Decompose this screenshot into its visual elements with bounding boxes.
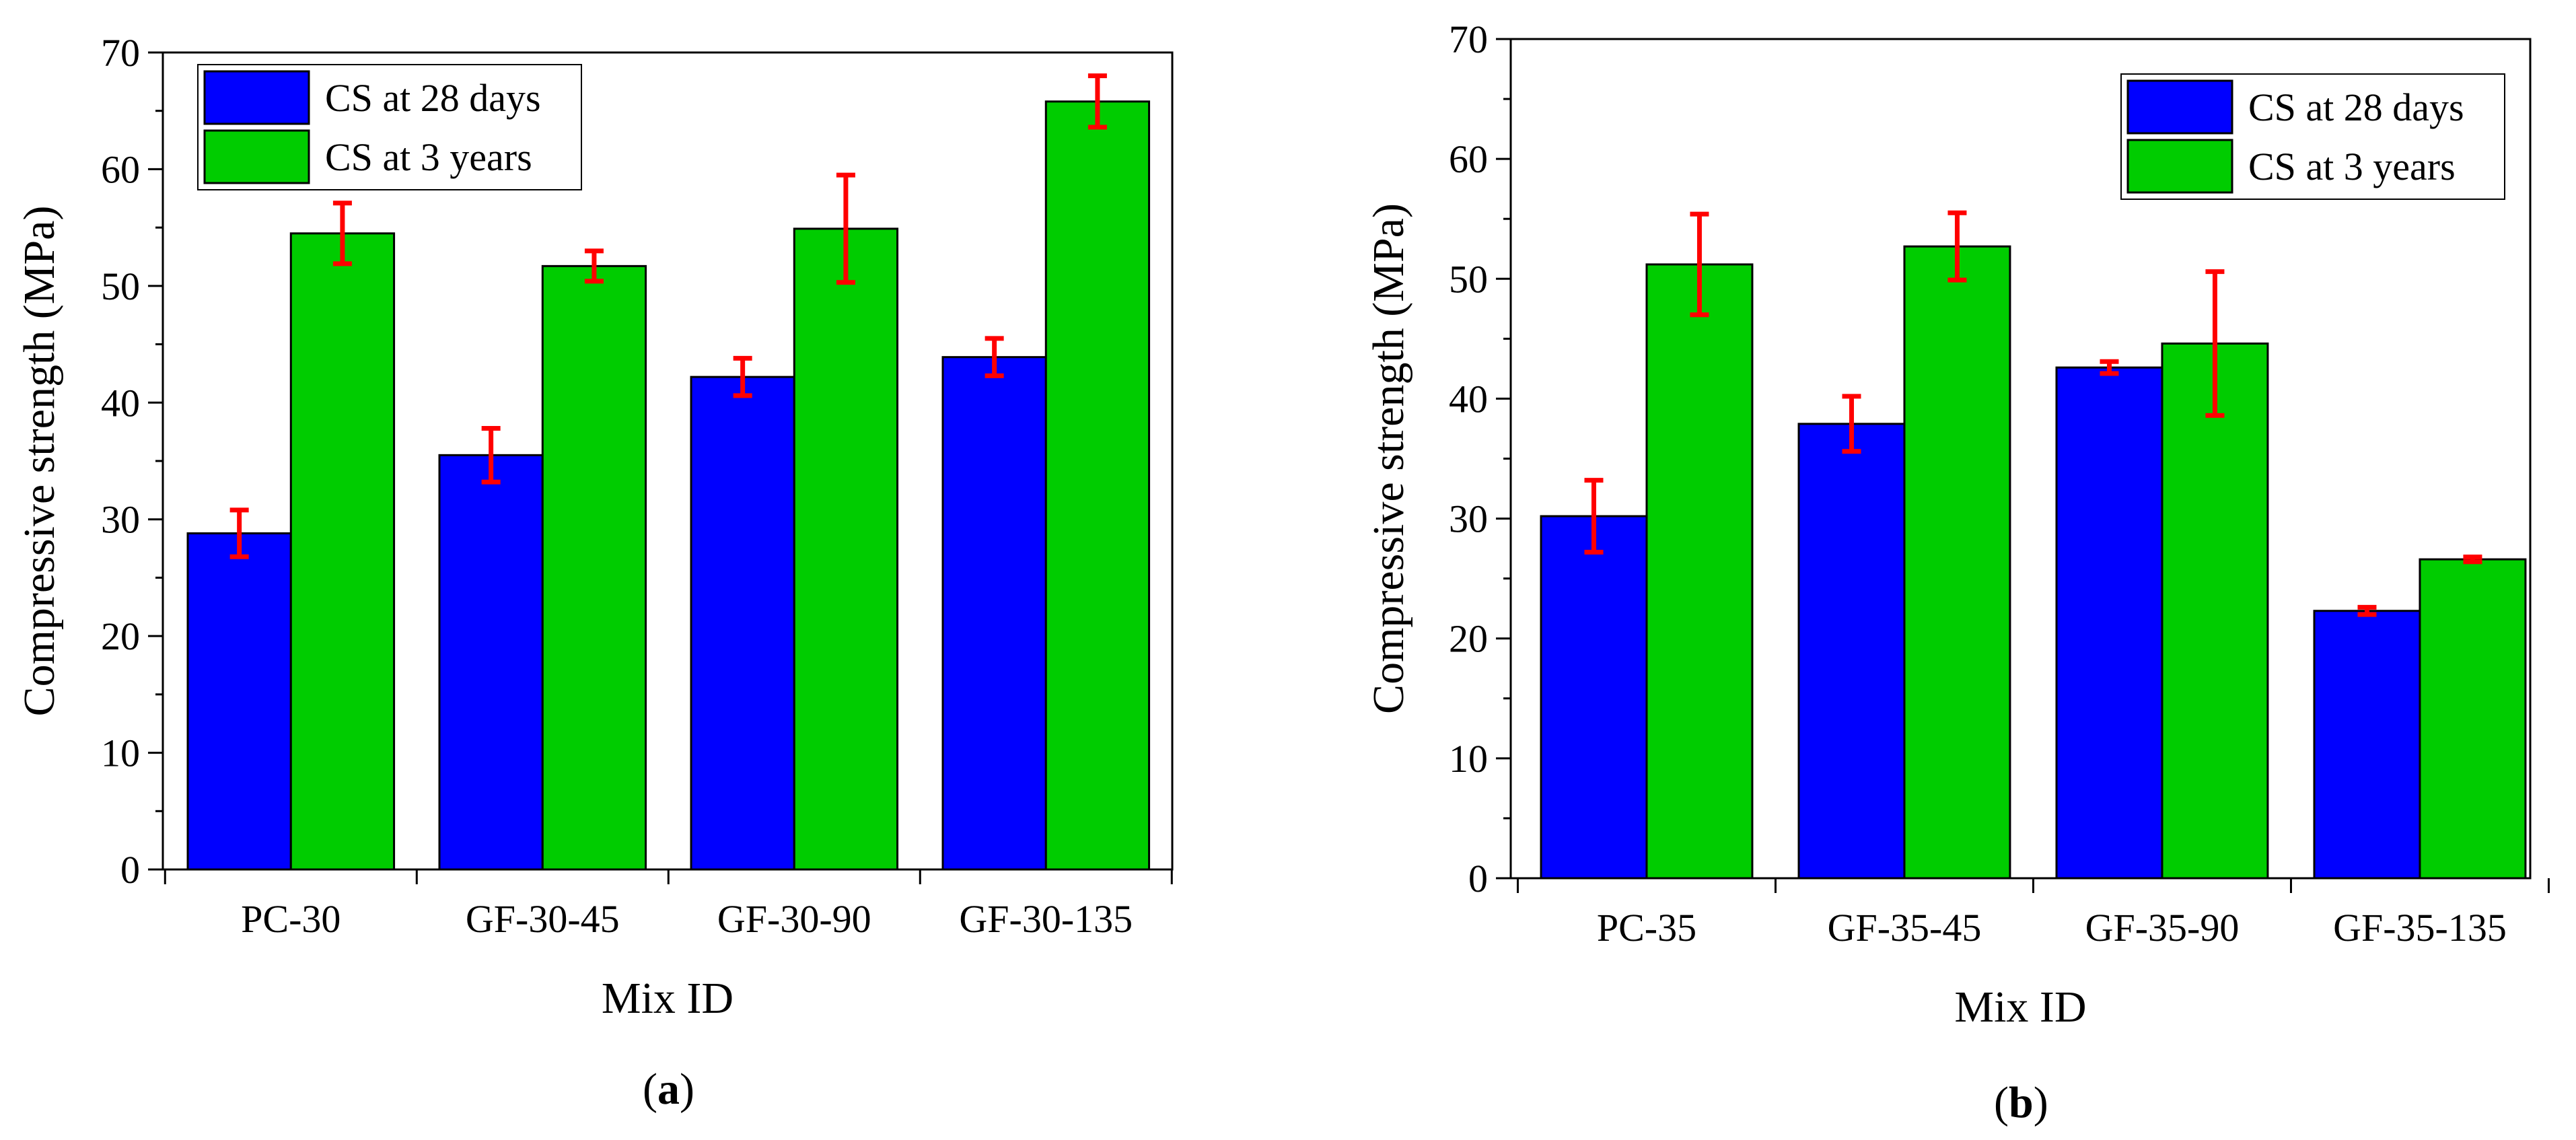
x-tick-label: GF-35-90 [2085, 906, 2240, 950]
x-tick-label: GF-35-45 [1828, 906, 1982, 950]
y-tick-label: 70 [101, 31, 140, 75]
bar-gf-30-90-28-days [690, 376, 795, 871]
error-bar-gf-35-90-28-days [2100, 359, 2119, 376]
x-tick-label: GF-30-45 [466, 897, 620, 941]
error-bar-gf-35-135-28-days [2357, 604, 2377, 617]
y-tick-label: 40 [1449, 377, 1488, 421]
x-tick-label: PC-30 [241, 897, 341, 941]
error-bar-gf-30-90-3-years [836, 172, 855, 285]
error-bar-gf-30-135-28-days [985, 336, 1004, 378]
x-axis-title: Mix ID [1954, 983, 2086, 1032]
error-bar-gf-35-45-28-days [1842, 394, 1861, 454]
bar-pc-30-3-years [289, 232, 396, 871]
y-tick-label: 10 [1449, 737, 1488, 781]
bar-gf-30-90-3-years [793, 227, 899, 871]
panel-label: (b) [1994, 1078, 2048, 1127]
error-bar-gf-30-90-28-days [733, 355, 752, 398]
x-tick-label: GF-30-135 [959, 897, 1133, 941]
y-tick-label: 60 [101, 147, 140, 191]
x-tick-label: PC-35 [1597, 906, 1696, 950]
legend-label: CS at 3 years [2248, 145, 2456, 188]
bar-gf-30-45-3-years [541, 264, 647, 871]
bar-pc-35-28-days [1540, 515, 1648, 880]
y-tick-label: 60 [1449, 137, 1488, 181]
bar-gf-30-135-3-years [1044, 100, 1151, 871]
bar-gf-30-45-28-days [438, 454, 544, 871]
panel-label: (a) [643, 1065, 694, 1114]
bar-gf-30-135-28-days [941, 356, 1047, 871]
y-tick-label: 0 [120, 848, 140, 892]
x-axis-title: Mix ID [602, 974, 734, 1023]
y-tick-label: 20 [1449, 617, 1488, 661]
chart-panel-b: 0 10 20 30 40 50 60 70 PC-35 GF-35-45 GF-35-90 GF-3… [1364, 17, 2550, 1127]
x-tick-label: GF-35-135 [2333, 906, 2507, 950]
bar-gf-35-45-28-days [1797, 423, 1906, 880]
legend-swatch [2126, 139, 2233, 194]
bar-gf-35-45-3-years [1903, 245, 2011, 880]
legend-label: CS at 3 years [325, 135, 532, 179]
legend-swatch [203, 129, 310, 184]
chart-panel-a: 0 10 20 30 40 50 60 70 PC-30 GF-30-45 GF-30-90 GF-3… [15, 31, 1174, 1114]
error-bar-gf-30-45-28-days [481, 425, 501, 485]
error-bar-gf-35-45-3-years [1947, 210, 1967, 283]
error-bar-pc-30-3-years [332, 201, 352, 266]
x-tick-label: GF-30-90 [717, 897, 871, 941]
error-bar-gf-35-135-3-years [2463, 555, 2482, 565]
y-tick-label: 10 [101, 732, 140, 775]
legend-label: CS at 28 days [325, 76, 541, 120]
y-tick-label: 20 [101, 614, 140, 658]
y-tick-label: 70 [1449, 17, 1488, 61]
error-bar-pc-35-28-days [1584, 478, 1604, 555]
bar-pc-30-28-days [186, 532, 292, 871]
y-axis-title: Compressive strength (MPa) [1364, 203, 1413, 714]
bar-pc-35-3-years [1645, 263, 1754, 880]
y-tick-label: 40 [101, 381, 140, 425]
bar-gf-35-135-3-years [2419, 558, 2527, 880]
y-axis-title: Compressive strength (MPa) [15, 206, 64, 717]
y-tick-label: 0 [1468, 857, 1488, 900]
y-tick-label: 30 [1449, 497, 1488, 541]
error-bar-pc-30-28-days [229, 507, 249, 559]
legend-label: CS at 28 days [2248, 85, 2464, 129]
error-bar-gf-35-90-3-years [2205, 269, 2225, 418]
y-tick-label: 50 [1449, 257, 1488, 301]
legend-swatch [203, 70, 310, 125]
error-bar-pc-35-3-years [1690, 211, 1709, 318]
y-tick-label: 30 [101, 498, 140, 542]
legend-swatch [2126, 79, 2233, 135]
error-bar-gf-30-135-3-years [1087, 73, 1107, 130]
error-bar-gf-30-45-3-years [584, 248, 604, 284]
y-tick-label: 50 [101, 264, 140, 308]
bar-gf-35-135-28-days [2313, 610, 2421, 880]
bar-gf-35-90-28-days [2055, 366, 2163, 880]
bar-gf-35-90-3-years [2161, 342, 2269, 880]
